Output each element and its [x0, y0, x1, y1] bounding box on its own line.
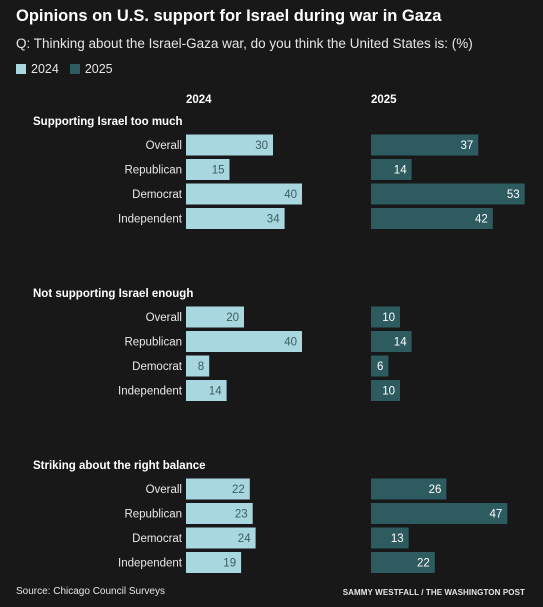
- data-label-supporting-israel-too-much-independent-2025: 42: [475, 214, 488, 226]
- data-label-not-supporting-israel-enough-independent-2025: 10: [382, 386, 395, 398]
- category-label-overall: Overall: [146, 484, 182, 496]
- category-label-independent: Independent: [118, 386, 183, 398]
- bar-not-supporting-israel-enough-overall-2025: [371, 306, 400, 328]
- category-label-democrat: Democrat: [132, 533, 183, 545]
- column-header-2025: 2025: [371, 94, 397, 106]
- bar-not-supporting-israel-enough-democrat-2024: [186, 355, 210, 377]
- data-label-striking-about-the-right-balance-independent-2025: 22: [417, 558, 430, 570]
- bar-striking-about-the-right-balance-overall-2024: [186, 478, 250, 500]
- group-title-striking-about-the-right-balance: Striking about the right balance: [33, 460, 206, 472]
- bar-striking-about-the-right-balance-independent-2024: [186, 552, 242, 573]
- bar-striking-about-the-right-balance-democrat-2024: [186, 527, 256, 549]
- bar-supporting-israel-too-much-independent-2025: [371, 208, 493, 229]
- group-title-supporting-israel-too-much: Supporting Israel too much: [33, 116, 183, 128]
- data-label-not-supporting-israel-enough-republican-2024: 40: [284, 337, 297, 349]
- data-label-supporting-israel-too-much-independent-2024: 34: [267, 214, 280, 226]
- category-label-republican: Republican: [124, 165, 182, 177]
- legend-item-2024: 2024: [16, 62, 59, 76]
- bar-not-supporting-israel-enough-independent-2024: [186, 380, 227, 401]
- data-label-supporting-israel-too-much-republican-2024: 15: [212, 165, 225, 177]
- data-label-not-supporting-israel-enough-overall-2025: 10: [382, 312, 395, 324]
- data-label-supporting-israel-too-much-overall-2025: 37: [461, 140, 474, 152]
- bar-supporting-israel-too-much-overall-2025: [371, 134, 479, 156]
- data-label-not-supporting-israel-enough-democrat-2024: 8: [198, 361, 204, 373]
- data-label-supporting-israel-too-much-republican-2025: 14: [394, 165, 407, 177]
- bar-not-supporting-israel-enough-republican-2024: [186, 331, 302, 352]
- bar-not-supporting-israel-enough-democrat-2025: [371, 355, 389, 377]
- bar-supporting-israel-too-much-democrat-2025: [371, 183, 525, 205]
- bar-not-supporting-israel-enough-republican-2025: [371, 331, 412, 352]
- data-label-striking-about-the-right-balance-republican-2024: 23: [235, 509, 248, 521]
- legend-label-2024: 2024: [31, 62, 59, 76]
- bar-supporting-israel-too-much-republican-2025: [371, 159, 412, 180]
- bar-supporting-israel-too-much-republican-2024: [186, 159, 230, 180]
- data-label-striking-about-the-right-balance-democrat-2025: 13: [391, 533, 404, 545]
- bar-striking-about-the-right-balance-democrat-2025: [371, 527, 409, 549]
- data-label-striking-about-the-right-balance-overall-2024: 22: [232, 484, 245, 496]
- data-label-not-supporting-israel-enough-independent-2024: 14: [209, 386, 222, 398]
- category-label-democrat: Democrat: [132, 361, 183, 373]
- data-label-supporting-israel-too-much-democrat-2024: 40: [284, 189, 297, 201]
- data-label-not-supporting-israel-enough-overall-2024: 20: [226, 312, 239, 324]
- data-label-striking-about-the-right-balance-independent-2024: 19: [223, 558, 236, 570]
- bar-striking-about-the-right-balance-overall-2025: [371, 478, 447, 500]
- legend: 2024 2025: [16, 61, 124, 77]
- category-label-democrat: Democrat: [132, 189, 183, 201]
- category-label-independent: Independent: [118, 558, 183, 570]
- credit-line: SAMMY WESTFALL / THE WASHINGTON POST: [342, 588, 525, 597]
- category-label-republican: Republican: [124, 337, 182, 349]
- source-note: Source: Chicago Council Surveys: [16, 586, 165, 597]
- bar-not-supporting-israel-enough-overall-2024: [186, 306, 244, 328]
- legend-swatch-2025: [69, 64, 80, 74]
- category-label-overall: Overall: [146, 140, 182, 152]
- chart-subtitle: Q: Thinking about the Israel-Gaza war, d…: [16, 36, 473, 51]
- group-title-not-supporting-israel-enough: Not supporting Israel enough: [33, 288, 193, 300]
- data-label-not-supporting-israel-enough-republican-2025: 14: [394, 337, 407, 349]
- data-label-striking-about-the-right-balance-overall-2025: 26: [429, 484, 442, 496]
- category-label-independent: Independent: [118, 214, 183, 226]
- category-label-republican: Republican: [124, 509, 182, 521]
- category-label-overall: Overall: [146, 312, 182, 324]
- bar-striking-about-the-right-balance-republican-2025: [371, 503, 508, 524]
- legend-swatch-2024: [16, 64, 26, 74]
- column-header-2024: 2024: [186, 94, 212, 106]
- chart-title: Opinions on U.S. support for Israel duri…: [16, 7, 442, 25]
- bar-supporting-israel-too-much-independent-2024: [186, 208, 285, 229]
- data-label-striking-about-the-right-balance-democrat-2024: 24: [238, 533, 251, 545]
- data-label-supporting-israel-too-much-overall-2024: 30: [255, 140, 268, 152]
- legend-item-2025: 2025: [69, 62, 113, 76]
- data-label-not-supporting-israel-enough-democrat-2025: 6: [377, 361, 383, 373]
- bar-striking-about-the-right-balance-republican-2024: [186, 503, 253, 524]
- bar-supporting-israel-too-much-overall-2024: [186, 134, 273, 156]
- data-label-supporting-israel-too-much-democrat-2025: 53: [507, 189, 520, 201]
- bar-striking-about-the-right-balance-independent-2025: [371, 552, 435, 573]
- data-label-striking-about-the-right-balance-republican-2025: 47: [490, 509, 503, 521]
- bar-not-supporting-israel-enough-independent-2025: [371, 380, 400, 401]
- bar-supporting-israel-too-much-democrat-2024: [186, 183, 302, 205]
- legend-label-2025: 2025: [84, 62, 113, 76]
